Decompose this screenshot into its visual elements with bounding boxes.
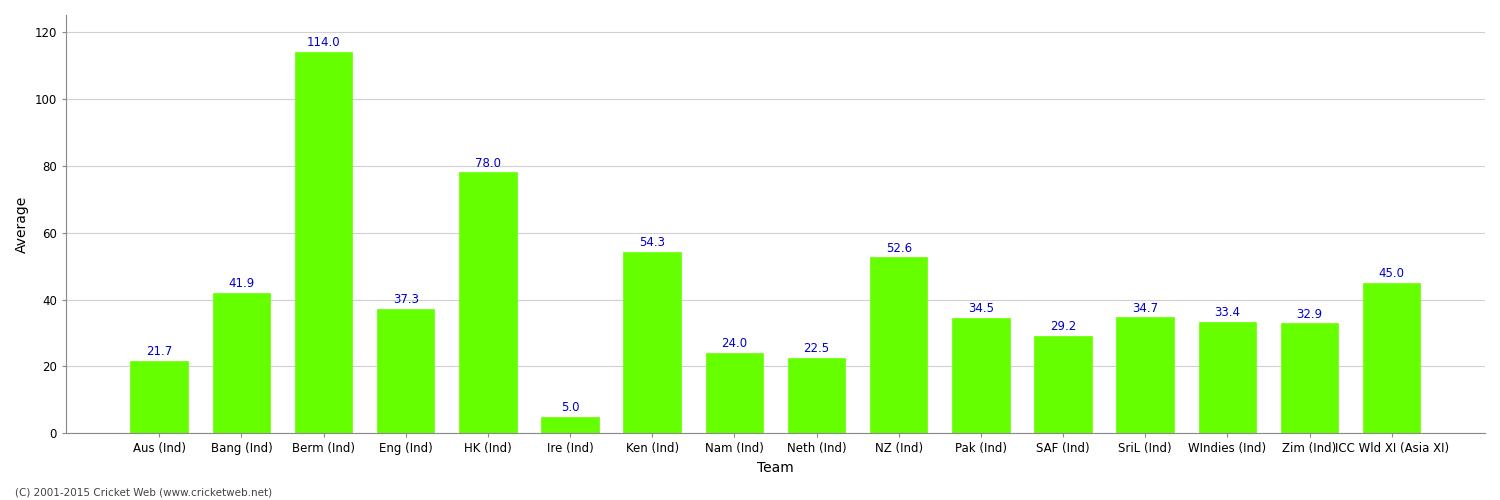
Bar bbox=[870, 258, 927, 434]
Text: 22.5: 22.5 bbox=[804, 342, 830, 355]
Text: 33.4: 33.4 bbox=[1215, 306, 1240, 319]
Bar bbox=[624, 252, 681, 434]
Y-axis label: Average: Average bbox=[15, 196, 28, 253]
Text: 52.6: 52.6 bbox=[885, 242, 912, 254]
Text: 21.7: 21.7 bbox=[146, 345, 172, 358]
Bar bbox=[376, 308, 435, 434]
Text: 32.9: 32.9 bbox=[1296, 308, 1323, 320]
Bar bbox=[788, 358, 846, 434]
Text: 29.2: 29.2 bbox=[1050, 320, 1076, 333]
Bar bbox=[296, 52, 352, 434]
Bar bbox=[952, 318, 1010, 434]
Bar bbox=[1364, 283, 1420, 434]
Text: 34.7: 34.7 bbox=[1132, 302, 1158, 314]
Text: (C) 2001-2015 Cricket Web (www.cricketweb.net): (C) 2001-2015 Cricket Web (www.cricketwe… bbox=[15, 488, 272, 498]
Text: 24.0: 24.0 bbox=[722, 338, 747, 350]
Bar bbox=[1198, 322, 1256, 434]
Bar bbox=[130, 361, 188, 434]
Bar bbox=[542, 416, 598, 434]
Text: 114.0: 114.0 bbox=[306, 36, 340, 49]
Text: 45.0: 45.0 bbox=[1378, 267, 1404, 280]
Bar bbox=[1035, 336, 1092, 434]
Text: 5.0: 5.0 bbox=[561, 401, 579, 414]
Text: 78.0: 78.0 bbox=[476, 156, 501, 170]
Bar bbox=[1116, 318, 1174, 434]
Bar bbox=[705, 353, 764, 434]
X-axis label: Team: Team bbox=[758, 461, 794, 475]
Bar bbox=[213, 293, 270, 434]
Text: 37.3: 37.3 bbox=[393, 293, 418, 306]
Text: 41.9: 41.9 bbox=[228, 278, 255, 290]
Text: 54.3: 54.3 bbox=[639, 236, 664, 249]
Text: 34.5: 34.5 bbox=[968, 302, 994, 316]
Bar bbox=[459, 172, 516, 434]
Bar bbox=[1281, 324, 1338, 434]
